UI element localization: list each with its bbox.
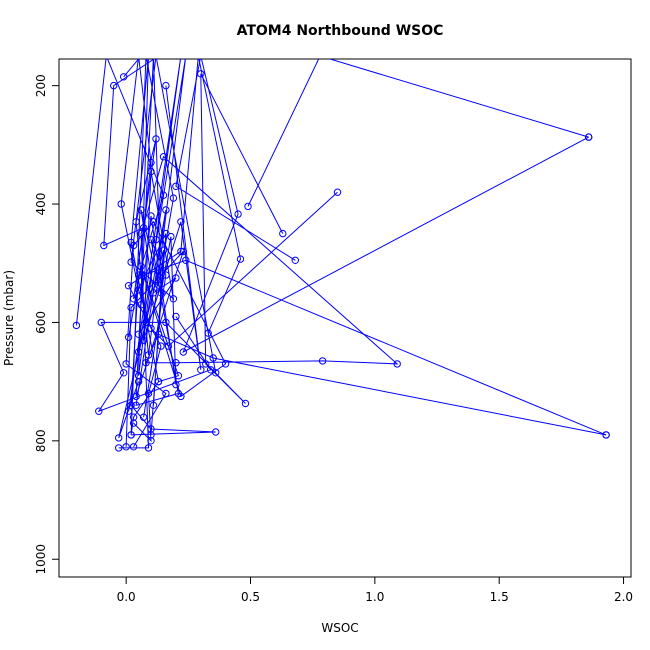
data-point xyxy=(137,206,145,214)
series-line xyxy=(125,220,607,448)
y-tick-label: 200 xyxy=(34,74,48,97)
data-point xyxy=(236,255,245,263)
data-point xyxy=(147,437,155,445)
data-point xyxy=(174,389,183,398)
y-tick-label: 600 xyxy=(34,311,48,334)
data-point xyxy=(144,351,153,359)
data-point xyxy=(169,194,178,202)
x-tick-label: 2.0 xyxy=(614,590,633,604)
data-point xyxy=(120,73,128,81)
x-axis-label: WSOC xyxy=(321,621,358,635)
data-point xyxy=(134,372,143,380)
data-point xyxy=(172,182,180,191)
data-point xyxy=(197,366,205,374)
data-point xyxy=(124,333,133,341)
data-point xyxy=(134,377,143,386)
data-point xyxy=(100,241,108,250)
data-point xyxy=(212,369,220,377)
data-point xyxy=(159,246,168,254)
series-line xyxy=(133,59,186,435)
data-point xyxy=(179,247,188,256)
y-axis-label: Pressure (mbar) xyxy=(2,270,16,366)
data-point xyxy=(279,229,287,238)
data-point xyxy=(129,413,138,421)
series-line xyxy=(127,59,242,443)
y-tick-label: 1000 xyxy=(34,544,48,575)
data-layer xyxy=(72,59,610,452)
series-line xyxy=(175,59,589,354)
data-point xyxy=(115,444,123,452)
data-point xyxy=(602,431,610,439)
data-point xyxy=(144,444,153,452)
data-point xyxy=(122,443,130,451)
data-point xyxy=(72,321,81,330)
data-point xyxy=(172,312,180,321)
y-tick-label: 400 xyxy=(34,193,48,216)
data-point xyxy=(147,212,155,220)
series-line xyxy=(125,59,184,447)
data-point xyxy=(110,81,118,90)
plot-frame xyxy=(58,58,632,578)
data-point xyxy=(147,431,155,439)
data-point xyxy=(159,153,168,161)
data-point xyxy=(177,218,185,226)
data-point xyxy=(234,210,242,218)
data-point xyxy=(129,443,138,451)
data-point xyxy=(129,295,138,303)
y-tick-label: 800 xyxy=(34,429,48,452)
data-point xyxy=(127,431,135,439)
data-point xyxy=(162,81,170,90)
chart-title: ATOM4 Northbound WSOC xyxy=(237,23,444,39)
data-point xyxy=(120,369,128,377)
data-point xyxy=(393,360,401,368)
x-axis: 0.0 0.5 1.0 1.5 2.0 xyxy=(117,577,633,604)
series-line xyxy=(247,59,589,207)
data-point xyxy=(132,392,140,401)
data-point xyxy=(132,401,140,409)
x-tick-label: 1.5 xyxy=(490,590,509,604)
data-point xyxy=(124,282,133,290)
data-point xyxy=(244,202,252,211)
data-point xyxy=(174,372,183,380)
data-point xyxy=(204,329,212,337)
data-point xyxy=(212,428,220,436)
data-point xyxy=(179,348,188,356)
data-point xyxy=(139,413,148,421)
data-point xyxy=(172,380,180,389)
data-point xyxy=(132,218,140,226)
data-point xyxy=(117,200,125,208)
data-point xyxy=(333,188,342,196)
data-point xyxy=(241,399,250,408)
data-point xyxy=(197,70,205,78)
data-point xyxy=(162,229,170,238)
data-point xyxy=(318,357,327,365)
x-tick-label: 1.0 xyxy=(365,590,384,604)
x-tick-label: 0.0 xyxy=(117,590,136,604)
data-point xyxy=(134,348,143,356)
data-point xyxy=(585,133,593,141)
data-point xyxy=(115,434,123,442)
data-point xyxy=(127,238,135,247)
y-axis: 200 400 600 800 1000 xyxy=(34,74,59,575)
series-line xyxy=(103,59,155,247)
x-tick-label: 0.5 xyxy=(241,590,260,604)
data-point xyxy=(149,401,158,409)
data-point xyxy=(202,360,210,368)
data-point xyxy=(152,135,160,143)
data-point xyxy=(95,407,103,415)
data-point xyxy=(127,258,135,266)
data-point xyxy=(97,318,106,327)
data-point xyxy=(221,360,230,368)
data-point xyxy=(291,256,299,264)
data-point xyxy=(124,407,133,415)
